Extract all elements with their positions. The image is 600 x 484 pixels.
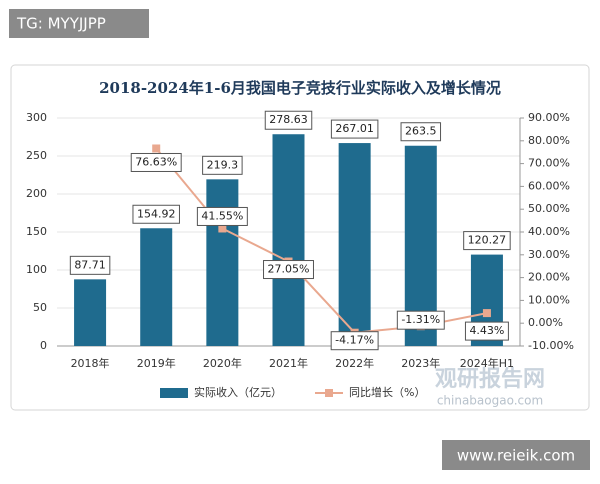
growth-label-box	[196, 206, 248, 226]
bar-label: 219.3	[207, 158, 239, 171]
bar-label-box	[132, 204, 180, 224]
legend-label: 实际收入（亿元）	[194, 385, 282, 399]
y2-tick-label: 30.00%	[528, 248, 570, 261]
y2-tick-label: -10.00%	[528, 339, 574, 352]
tag-text: TG: MYYJJPP	[16, 15, 106, 33]
footer-box	[442, 440, 590, 470]
y-tick-label: 250	[26, 149, 47, 162]
y2-tick-label: 20.00%	[528, 271, 570, 284]
bar-label: 263.5	[405, 125, 437, 138]
bar	[338, 143, 371, 346]
bar-label-box	[202, 155, 243, 175]
growth-label: 4.43%	[469, 324, 504, 337]
bar-label-box	[330, 119, 379, 139]
bar-label: 120.27	[468, 234, 507, 247]
bar-label-box	[400, 122, 442, 142]
x-tick-label: 2022年	[335, 356, 374, 370]
bar	[206, 179, 239, 346]
y-tick-label: 200	[26, 187, 47, 200]
bar-label: 278.63	[269, 113, 308, 126]
y2-tick-label: 10.00%	[528, 293, 570, 306]
y2-tick-label: 90.00%	[528, 111, 570, 124]
growth-label-box	[464, 321, 509, 341]
legend-swatch	[160, 388, 188, 398]
growth-label-box	[263, 260, 314, 280]
tag-box	[9, 9, 149, 38]
growth-label: -4.17%	[335, 334, 374, 347]
x-tick-label: 2023年	[401, 356, 440, 370]
y-tick-label: 150	[26, 225, 47, 238]
growth-label-box	[396, 310, 445, 330]
y2-tick-label: 80.00%	[528, 134, 570, 147]
bar-label: 154.92	[137, 207, 176, 220]
bar-label-box	[264, 110, 313, 130]
y2-tick-label: 60.00%	[528, 179, 570, 192]
footer-url: www.reieik.com	[457, 447, 575, 465]
growth-label: -1.31%	[401, 313, 440, 326]
growth-label: 41.55%	[201, 209, 243, 222]
y2-tick-label: 40.00%	[528, 225, 570, 238]
x-tick-label: 2020年	[203, 356, 242, 370]
x-tick-label: 2021年	[269, 356, 308, 370]
growth-label-box	[330, 331, 379, 351]
growth-marker	[152, 144, 161, 153]
bar	[74, 279, 107, 346]
bar	[272, 134, 305, 346]
x-tick-label: 2024年H1	[460, 356, 514, 370]
growth-label: 76.63%	[135, 155, 177, 168]
y2-tick-label: 50.00%	[528, 202, 570, 215]
x-tick-label: 2019年	[137, 356, 176, 370]
bar-label-box	[463, 231, 511, 251]
legend-label: 同比增长（%）	[349, 385, 425, 399]
y-tick-label: 50	[33, 301, 47, 314]
growth-marker	[482, 309, 491, 318]
watermark-site: chinabaogao.com	[437, 394, 543, 408]
growth-label-box	[130, 152, 182, 172]
watermark-name: 观研报告网	[435, 367, 545, 392]
bar-label: 87.71	[74, 258, 106, 271]
bar	[140, 228, 173, 346]
growth-marker	[218, 224, 227, 233]
chart-title: 2018-2024年1-6月我国电子竞技行业实际收入及增长情况	[99, 79, 501, 97]
bar-label: 267.01	[335, 122, 374, 135]
y-tick-label: 100	[26, 263, 47, 276]
legend-swatch	[325, 389, 333, 397]
growth-label: 27.05%	[268, 263, 310, 276]
y-tick-label: 300	[26, 111, 47, 124]
x-tick-label: 2018年	[71, 356, 110, 370]
y-tick-label: 0	[40, 339, 47, 352]
bar-label-box	[69, 255, 111, 275]
y2-tick-label: 70.00%	[528, 157, 570, 170]
y2-tick-label: 0.00%	[528, 316, 563, 329]
